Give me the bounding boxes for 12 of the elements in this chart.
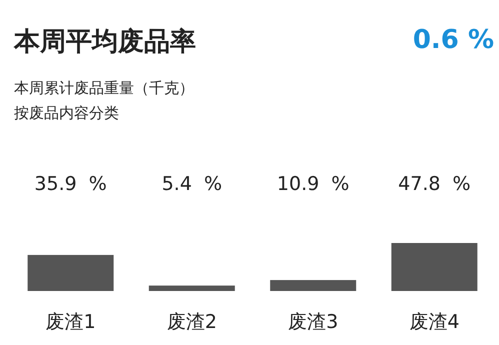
- data-label: 5.4 %: [162, 173, 222, 195]
- title: 本周平均废品率: [14, 27, 196, 57]
- data-label: 47.8 %: [398, 173, 471, 195]
- category: 废渣2: [166, 311, 217, 333]
- data-label: 10.9 %: [276, 173, 350, 195]
- annotation: 按废品内容分类: [14, 104, 119, 122]
- annotation: 0.6 %: [412, 25, 494, 55]
- category: 废渣4: [409, 311, 460, 333]
- data-label: 35.9 %: [34, 173, 107, 195]
- subtitle: 本周累计废品重量（千克）: [14, 79, 194, 97]
- category: 废渣1: [46, 311, 96, 333]
- category: 废渣3: [288, 311, 338, 333]
